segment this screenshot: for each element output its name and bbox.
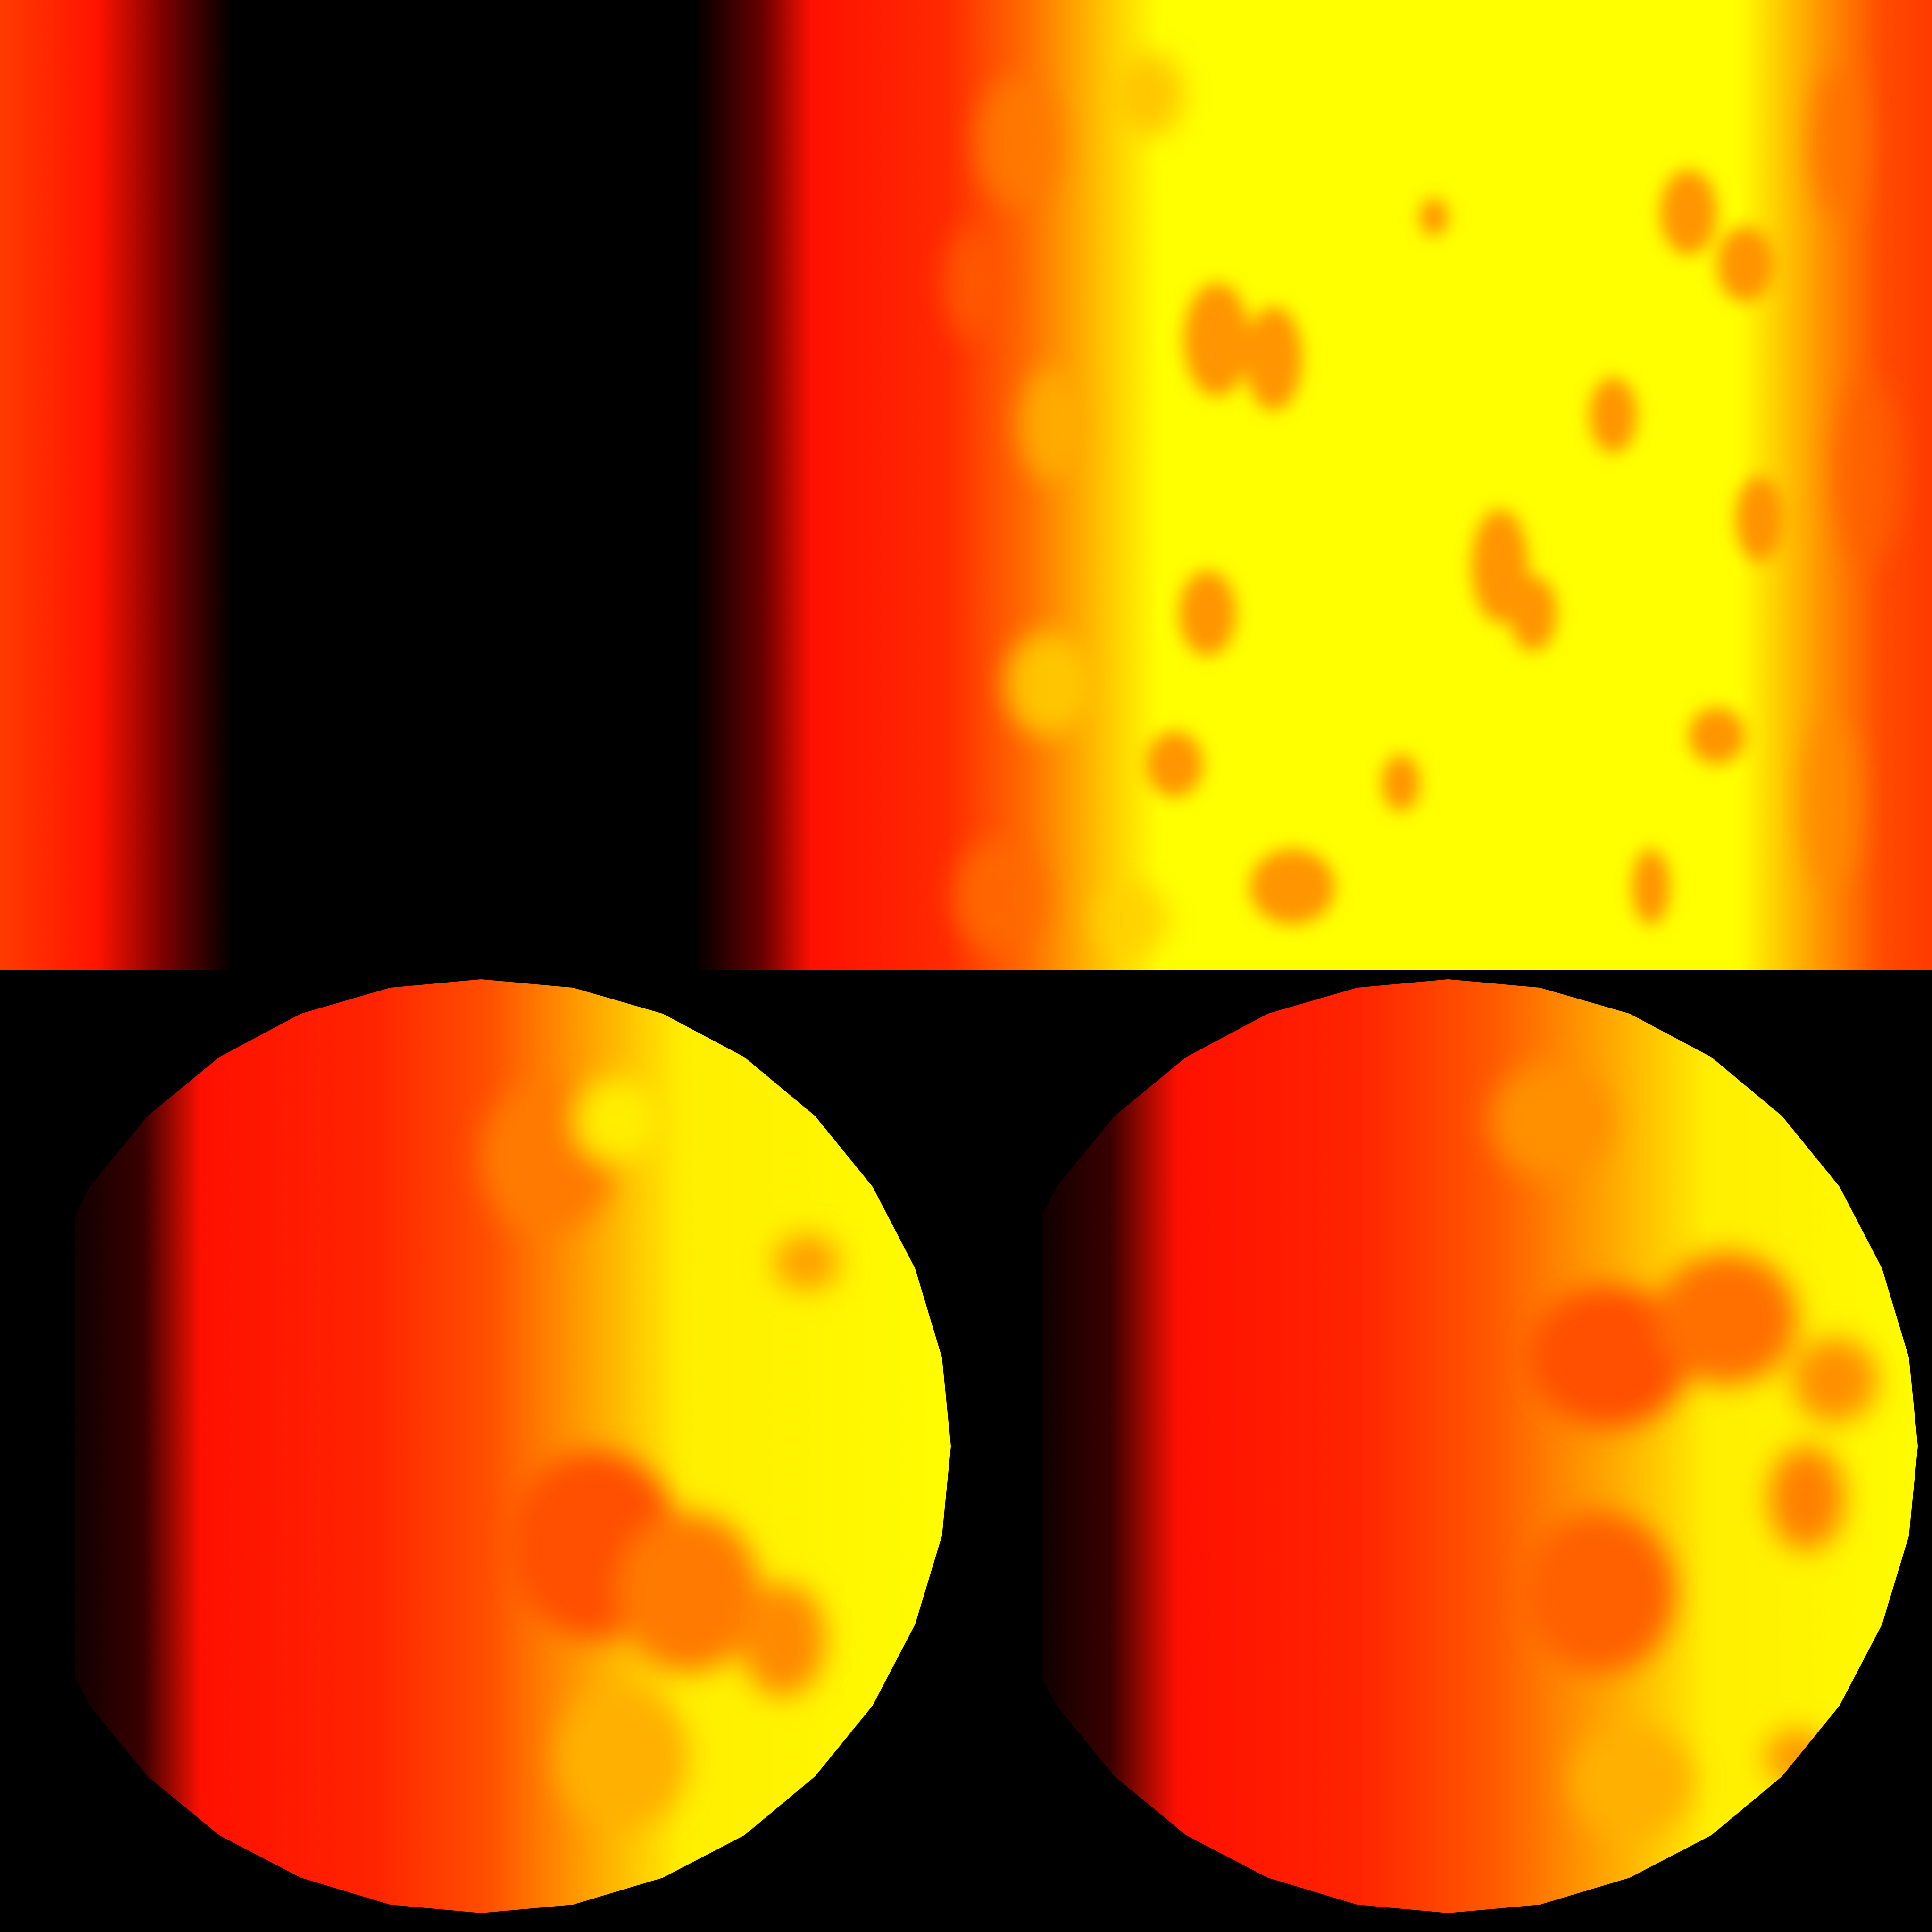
sphere-left-image xyxy=(75,979,951,1913)
texture-image xyxy=(0,0,1932,970)
panel-divider xyxy=(0,970,1932,973)
texture-panel xyxy=(0,0,1932,970)
sphere-right xyxy=(1042,979,1932,1913)
sphere-right-image xyxy=(1042,979,1918,1913)
sphere-left xyxy=(75,979,1009,1913)
